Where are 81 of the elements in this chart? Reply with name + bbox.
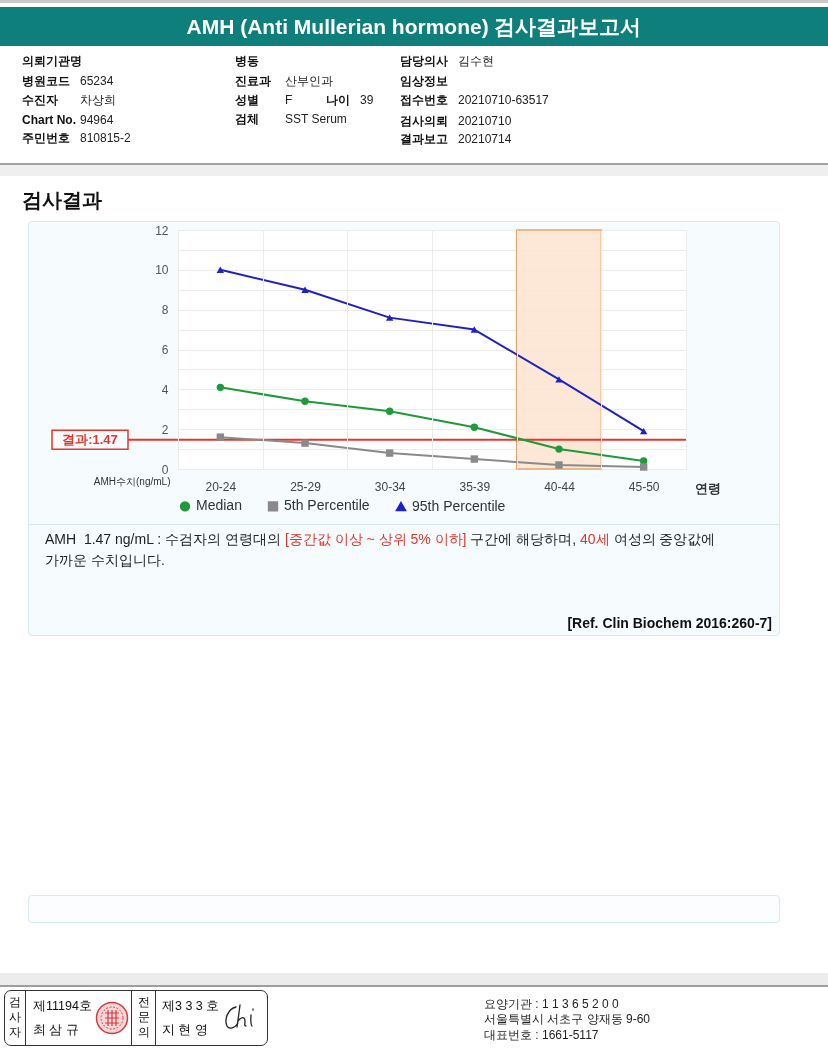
text: Chart No.: [22, 113, 76, 128]
text: 주민번호: [22, 131, 70, 146]
text: 검사자: [8, 995, 21, 1040]
text: 성별: [235, 93, 259, 108]
ref-line-label: 결과:1.47: [62, 431, 118, 447]
y-tick-label: 4: [161, 382, 169, 397]
point: [385, 407, 394, 415]
text: 검체: [235, 112, 259, 127]
text: 접수번호: [400, 93, 448, 108]
text: 병동: [235, 54, 259, 69]
point: [639, 463, 648, 471]
text: 구간에 해당하며,: [470, 531, 577, 547]
x-tick-label: 20-24: [205, 479, 237, 494]
chart-subtitle: 검사결과: [22, 189, 102, 212]
text: [중간값 이상 ~ 상위 5% 이하]: [284, 531, 467, 547]
y-tick-label: 8: [161, 303, 169, 318]
point: [385, 449, 394, 457]
legend-label: 95th Percentile: [412, 497, 506, 514]
point: [216, 433, 225, 441]
legend-label: 5th Percentile: [284, 497, 370, 514]
text: 대표번호 : 1661-5117: [484, 1028, 599, 1043]
text: 제11194호: [33, 999, 92, 1014]
x-tick-label: 35-39: [459, 479, 491, 494]
point: [216, 383, 225, 392]
text: 임상정보: [400, 74, 448, 89]
text: 김수현: [458, 54, 494, 69]
text: 의뢰기관명: [22, 54, 82, 69]
point: [639, 427, 648, 435]
point: [555, 445, 563, 453]
text: 가까운 수치입니다.: [45, 552, 165, 568]
text: 20210710-63517: [458, 93, 549, 108]
text: 검사의뢰: [400, 114, 448, 129]
y-tick-label: 0: [161, 462, 169, 477]
text: 서울특별시 서초구 양재동 9-60: [484, 1012, 651, 1027]
point: [555, 376, 563, 383]
text: AMH 1.47 ng/mL : 수검자의 연령대의: [45, 531, 281, 547]
text: 요양기관 : 1 1 3 6 5 2 0 0: [484, 997, 619, 1012]
text: 병원코드: [22, 74, 70, 89]
x-tick-label: 40-44: [544, 479, 576, 494]
text: 차상희: [80, 93, 116, 108]
text: 65234: [80, 74, 114, 89]
y-tick-label: 10: [155, 263, 169, 278]
text: 최 삼 규: [33, 1023, 79, 1038]
text: 20210710: [458, 114, 512, 129]
x-tick-label: 25-29: [290, 479, 322, 494]
chart-title: AMH (Anti Mullerian hormone) 검사결과보고서: [186, 13, 642, 40]
point: [301, 286, 309, 293]
text: 39: [360, 93, 374, 108]
x-tick-label: 30-34: [374, 479, 406, 494]
text: F: [285, 93, 293, 108]
point: [385, 314, 394, 321]
text: 여성의 중앙값에: [613, 531, 716, 547]
y-tick-label: 2: [161, 422, 169, 437]
x-tick-label: 45-50: [628, 479, 660, 494]
y-tick-label: 12: [155, 223, 169, 238]
text: 20210714: [458, 132, 512, 147]
point: [470, 455, 479, 463]
text: 지 현 영: [162, 1023, 208, 1038]
text: 진료과: [235, 74, 271, 89]
text: 결과보고: [400, 132, 448, 147]
text: 산부인과: [285, 74, 333, 89]
text: 담당의사: [400, 54, 448, 69]
text: 전문의: [137, 995, 150, 1040]
point: [301, 397, 309, 405]
point: [301, 439, 309, 447]
x-axis-title: 연령: [694, 480, 721, 496]
text: 나이: [326, 93, 350, 108]
text: 40세: [580, 531, 610, 547]
point: [216, 266, 225, 274]
text: 94964: [80, 113, 114, 128]
text: 810815-2: [80, 131, 131, 146]
text: 수진자: [22, 93, 58, 108]
point: [555, 461, 563, 469]
point: [470, 423, 479, 431]
text: 제3 3 3 호: [162, 999, 220, 1014]
point: [470, 326, 479, 333]
y-tick-label: 6: [161, 343, 169, 357]
text: [Ref. Clin Biochem 2016:260-7]: [567, 615, 772, 631]
y-axis-title: AMH수치(ng/mL): [93, 475, 171, 487]
text: SST Serum: [285, 112, 347, 127]
legend-label: Median: [196, 497, 242, 514]
